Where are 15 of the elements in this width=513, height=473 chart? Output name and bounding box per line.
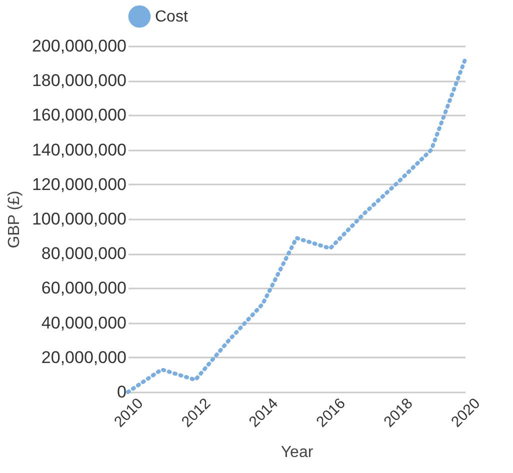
y-tick-label: 60,000,000: [41, 278, 126, 298]
y-tick-label: 200,000,000: [32, 36, 126, 56]
y-tick-label: 160,000,000: [32, 106, 126, 125]
x-axis-title: Year: [280, 444, 314, 461]
y-tick-label: 120,000,000: [32, 174, 126, 194]
y-tick-label: 180,000,000: [32, 71, 126, 90]
y-tick-label: 80,000,000: [41, 244, 126, 264]
y-axis-title: GBP (£): [6, 190, 23, 248]
y-tick-label: 20,000,000: [41, 348, 126, 367]
y-tick-label: 0: [117, 382, 126, 402]
y-tick-label: 100,000,000: [32, 210, 126, 228]
legend-label: Cost: [155, 8, 188, 26]
y-tick-label: 40,000,000: [41, 313, 126, 332]
y-tick-label: 140,000,000: [32, 140, 126, 160]
line-series: [126, 58, 467, 394]
